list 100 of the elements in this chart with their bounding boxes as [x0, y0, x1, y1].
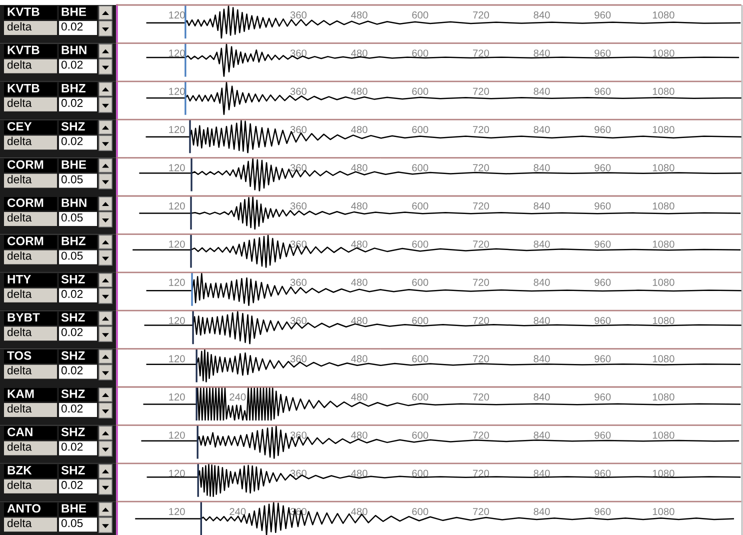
x-tick-label: 1080 [652, 202, 674, 210]
text: BHE [62, 504, 86, 513]
x-tick-label: 840 [534, 508, 550, 516]
x-tick-label: 480 [351, 278, 368, 286]
text: SHZ [61, 313, 85, 322]
x-tick-label: 240 [230, 508, 246, 516]
text: delta [7, 442, 32, 451]
text: BHZ [62, 236, 86, 246]
x-tick-label: 840 [534, 316, 550, 324]
x-tick-label: 720 [473, 240, 490, 248]
x-tick-label: 840 [534, 11, 550, 19]
x-tick-label: 480 [351, 202, 368, 210]
x-tick-label: 120 [169, 164, 185, 172]
x-tick-label: 960 [594, 50, 611, 57]
text: SHZ [61, 466, 85, 474]
text: SHZ [61, 389, 85, 398]
text: 0.05 [61, 252, 83, 260]
text: 0.02 [61, 328, 83, 336]
x-tick-label: 1080 [652, 393, 674, 401]
x-tick-label: 960 [594, 240, 611, 248]
text: SHZ [61, 428, 85, 436]
x-tick-label: 720 [473, 202, 490, 210]
text: delta [7, 60, 32, 69]
x-tick-label: 480 [351, 88, 368, 95]
text: 0.02 [61, 98, 83, 107]
x-tick-label: 600 [412, 202, 428, 210]
x-tick-label: 720 [473, 278, 490, 286]
text: 0.02 [61, 137, 83, 146]
text: delta [7, 366, 32, 374]
x-tick-label: 240 [230, 393, 246, 401]
x-tick-label: 120 [169, 278, 185, 286]
x-tick-label: 1080 [652, 88, 674, 95]
text: delta [7, 404, 32, 413]
text: KAM [8, 390, 34, 398]
x-tick-label: 480 [351, 393, 368, 401]
x-tick-label: 960 [594, 470, 611, 477]
text: BHZ [62, 84, 86, 92]
text: BHN [62, 46, 86, 54]
text: delta [7, 518, 32, 528]
x-tick-label: 720 [473, 11, 490, 19]
text: delta [7, 480, 32, 489]
x-tick-label: 360 [290, 164, 307, 172]
x-tick-label: 960 [594, 202, 611, 210]
x-tick-label: 360 [290, 278, 307, 286]
x-tick-label: 600 [412, 355, 428, 362]
text: BZK [8, 466, 32, 474]
x-tick-label: 1080 [652, 316, 674, 324]
x-tick-label: 480 [351, 11, 368, 19]
x-tick-label: 960 [594, 278, 611, 286]
text: 0.02 [61, 442, 83, 451]
x-tick-label: 840 [534, 126, 550, 134]
text: delta [7, 328, 32, 336]
x-tick-label: 360 [290, 11, 307, 19]
x-tick-label: 480 [351, 164, 368, 172]
text: delta [7, 290, 32, 298]
x-tick-label: 720 [473, 316, 490, 324]
x-tick-label: 720 [473, 50, 490, 57]
text: CEY [7, 122, 32, 131]
text: delta [7, 136, 32, 146]
text: TOS [7, 351, 32, 360]
text: delta [7, 174, 32, 184]
text: SHZ [61, 351, 85, 360]
x-tick-label: 600 [412, 88, 428, 95]
x-tick-label: 480 [351, 470, 368, 477]
x-tick-label: 960 [594, 88, 611, 95]
x-tick-label: 1080 [652, 240, 674, 248]
x-tick-label: 120 [169, 393, 185, 401]
x-tick-label: 720 [473, 508, 490, 516]
x-tick-label: 840 [534, 240, 550, 248]
text: delta [7, 251, 32, 260]
text: CORM [7, 198, 44, 208]
x-tick-label: 600 [412, 508, 428, 516]
x-tick-label: 960 [594, 316, 611, 324]
text: delta [7, 213, 32, 222]
x-tick-label: 480 [351, 316, 368, 324]
x-tick-label: 840 [534, 355, 550, 362]
x-tick-label: 960 [594, 164, 611, 172]
x-tick-label: 720 [473, 355, 490, 362]
x-tick-label: 960 [594, 508, 611, 516]
x-tick-label: 1080 [652, 508, 674, 516]
x-tick-label: 1080 [652, 11, 674, 19]
x-tick-label: 600 [412, 240, 428, 248]
x-tick-label: 720 [473, 164, 490, 172]
x-tick-label: 480 [351, 355, 368, 362]
text: BHE [62, 8, 86, 16]
text: 0.05 [61, 519, 83, 528]
x-tick-label: 960 [594, 126, 611, 134]
x-tick-label: 120 [169, 126, 185, 134]
x-tick-label: 600 [412, 50, 428, 57]
x-tick-label: 360 [290, 126, 307, 134]
text: 0.05 [61, 175, 83, 184]
x-tick-label: 720 [473, 88, 490, 95]
x-tick-label: 720 [473, 432, 490, 439]
x-tick-label: 360 [290, 316, 307, 324]
text: 0.02 [61, 22, 83, 31]
x-tick-label: 360 [290, 432, 307, 439]
x-tick-label: 480 [351, 240, 368, 248]
x-tick-label: 600 [412, 126, 428, 134]
text: ANTO [7, 504, 41, 513]
x-tick-label: 600 [412, 278, 428, 286]
